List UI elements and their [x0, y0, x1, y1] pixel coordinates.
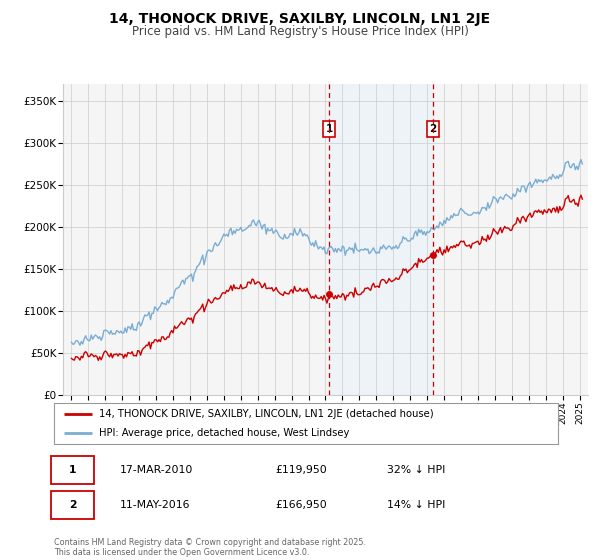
- Text: 17-MAR-2010: 17-MAR-2010: [119, 465, 193, 475]
- Text: 11-MAY-2016: 11-MAY-2016: [119, 500, 190, 510]
- Text: £166,950: £166,950: [276, 500, 328, 510]
- Bar: [329, 84, 433, 395]
- Text: 2: 2: [430, 124, 437, 134]
- Text: 2: 2: [69, 500, 77, 510]
- Text: Price paid vs. HM Land Registry's House Price Index (HPI): Price paid vs. HM Land Registry's House …: [131, 25, 469, 38]
- Text: 1: 1: [69, 465, 77, 475]
- FancyBboxPatch shape: [52, 456, 94, 484]
- Text: HPI: Average price, detached house, West Lindsey: HPI: Average price, detached house, West…: [100, 428, 350, 438]
- Text: 14, THONOCK DRIVE, SAXILBY, LINCOLN, LN1 2JE (detached house): 14, THONOCK DRIVE, SAXILBY, LINCOLN, LN1…: [100, 409, 434, 419]
- Text: Contains HM Land Registry data © Crown copyright and database right 2025.
This d: Contains HM Land Registry data © Crown c…: [54, 538, 366, 557]
- Text: 14% ↓ HPI: 14% ↓ HPI: [386, 500, 445, 510]
- Text: £119,950: £119,950: [276, 465, 328, 475]
- FancyBboxPatch shape: [52, 491, 94, 519]
- Text: 1: 1: [325, 124, 332, 134]
- FancyBboxPatch shape: [54, 403, 558, 444]
- Text: 32% ↓ HPI: 32% ↓ HPI: [386, 465, 445, 475]
- Text: 14, THONOCK DRIVE, SAXILBY, LINCOLN, LN1 2JE: 14, THONOCK DRIVE, SAXILBY, LINCOLN, LN1…: [109, 12, 491, 26]
